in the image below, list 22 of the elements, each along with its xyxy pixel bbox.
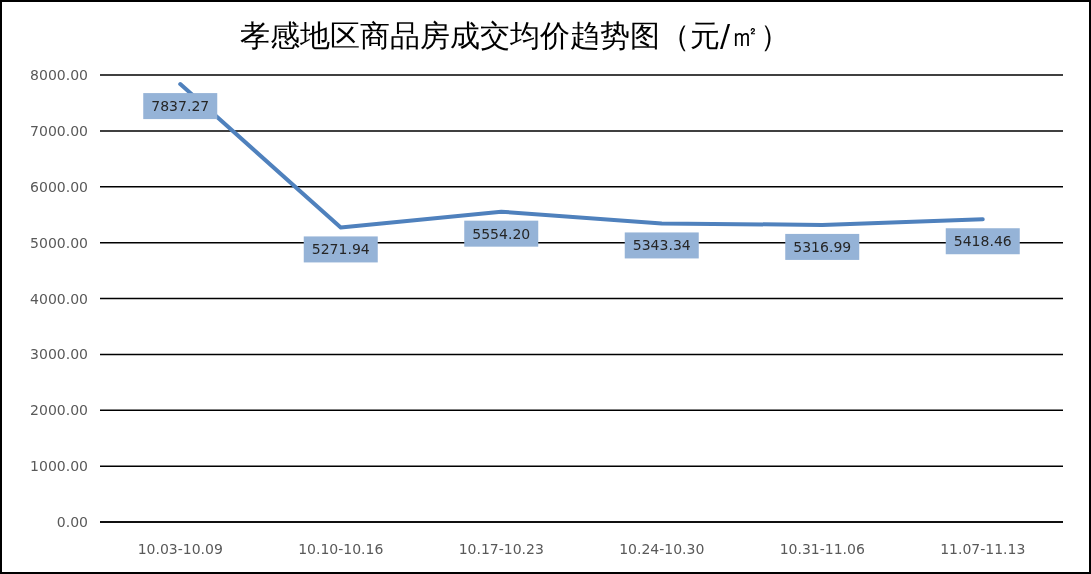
x-tick-label: 11.07-11.13: [940, 541, 1026, 557]
x-tick-label: 10.10-10.16: [298, 541, 384, 557]
data-label: 5271.94: [311, 241, 370, 258]
y-tick-label: 3000.00: [30, 346, 88, 363]
data-label: 7837.27: [151, 98, 210, 115]
x-tick-label: 10.24-10.30: [619, 541, 705, 557]
x-tick-label: 10.31-11.06: [779, 541, 865, 557]
title: 孝感地区商品房成交均价趋势图（元/㎡）: [239, 18, 791, 53]
x-tick-label: 10.17-10.23: [458, 541, 544, 557]
data-label: 5343.34: [632, 237, 691, 254]
y-tick-label: 5000.00: [30, 234, 88, 251]
data-label: 5554.20: [472, 225, 531, 242]
x-tick-label: 10.03-10.09: [137, 541, 223, 557]
y-tick-label: 2000.00: [30, 402, 88, 419]
y-tick-label: 4000.00: [30, 290, 88, 307]
y-tick-label: 0.00: [56, 514, 88, 530]
y-tick-label: 1000.00: [30, 458, 88, 475]
y-tick-label: 7000.00: [30, 122, 88, 139]
data-label: 5418.46: [953, 233, 1012, 250]
data-label: 5316.99: [793, 238, 852, 255]
y-tick-label: 6000.00: [30, 178, 88, 195]
y-tick-label: 8000.00: [30, 67, 88, 83]
